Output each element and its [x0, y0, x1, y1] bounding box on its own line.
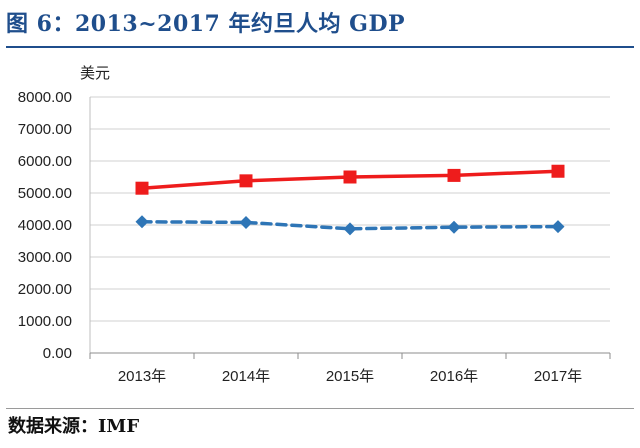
data-point-diamond — [447, 220, 461, 234]
data-point-diamond — [343, 222, 357, 236]
y-tick-label: 5000.00 — [18, 185, 72, 202]
y-tick-labels: 0.00 1000.00 2000.00 3000.00 4000.00 5000.00 6… — [18, 89, 72, 362]
chart-title: 图 6：2013~2017 年约旦人均 GDP — [6, 11, 406, 37]
x-tick-labels: 2013年 2014年 2015年 2016年 2017年 — [118, 368, 582, 385]
data-point-square — [447, 168, 461, 182]
y-tick-label: 6000.00 — [18, 153, 72, 170]
y-tick-label: 0.00 — [43, 345, 72, 362]
x-tick-label: 2014年 — [222, 368, 270, 385]
data-point-square — [343, 170, 357, 184]
data-point-diamond — [551, 220, 565, 234]
y-tick-label: 8000.00 — [18, 89, 72, 106]
title-divider — [6, 46, 634, 48]
x-tick-label: 2013年 — [118, 368, 166, 385]
y-axis-label: 美元 — [80, 65, 110, 82]
x-tick-label: 2017年 — [534, 368, 582, 385]
data-series — [135, 164, 565, 236]
x-tick-label: 2015年 — [326, 368, 374, 385]
line-chart: 美元 0.00 1000.00 2000.00 3000.00 4000.00 5000.… — [18, 65, 611, 385]
data-point-diamond — [239, 215, 253, 229]
y-tick-label: 7000.00 — [18, 121, 72, 138]
y-tick-label: 2000.00 — [18, 281, 72, 298]
data-source: 数据来源：IMF — [8, 416, 140, 437]
source-divider — [6, 408, 634, 409]
y-tick-label: 3000.00 — [18, 249, 72, 266]
data-point-square — [135, 181, 149, 195]
data-point-diamond — [135, 215, 149, 229]
y-tick-label: 4000.00 — [18, 217, 72, 234]
x-tick-label: 2016年 — [430, 368, 478, 385]
data-point-square — [239, 174, 253, 188]
data-point-square — [551, 164, 565, 178]
series-line-series-2 — [140, 220, 560, 231]
y-tick-label: 1000.00 — [18, 313, 72, 330]
